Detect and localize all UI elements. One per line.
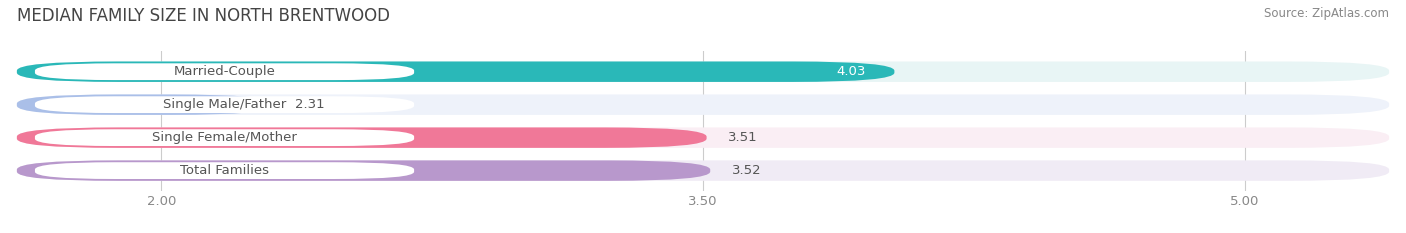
Text: 3.51: 3.51 — [728, 131, 758, 144]
Text: 2.31: 2.31 — [295, 98, 325, 111]
FancyBboxPatch shape — [17, 160, 710, 181]
Text: Single Male/Father: Single Male/Father — [163, 98, 287, 111]
FancyBboxPatch shape — [17, 127, 1389, 148]
FancyBboxPatch shape — [17, 94, 273, 115]
FancyBboxPatch shape — [17, 160, 1389, 181]
Text: MEDIAN FAMILY SIZE IN NORTH BRENTWOOD: MEDIAN FAMILY SIZE IN NORTH BRENTWOOD — [17, 7, 389, 25]
Text: Source: ZipAtlas.com: Source: ZipAtlas.com — [1264, 7, 1389, 20]
Text: 3.52: 3.52 — [733, 164, 762, 177]
FancyBboxPatch shape — [35, 63, 415, 80]
Text: Single Female/Mother: Single Female/Mother — [152, 131, 297, 144]
Text: 4.03: 4.03 — [837, 65, 866, 78]
FancyBboxPatch shape — [35, 162, 415, 179]
FancyBboxPatch shape — [17, 62, 894, 82]
Text: Married-Couple: Married-Couple — [173, 65, 276, 78]
FancyBboxPatch shape — [35, 129, 415, 146]
Text: Total Families: Total Families — [180, 164, 269, 177]
FancyBboxPatch shape — [17, 127, 707, 148]
FancyBboxPatch shape — [17, 94, 1389, 115]
FancyBboxPatch shape — [17, 62, 1389, 82]
FancyBboxPatch shape — [35, 96, 415, 113]
